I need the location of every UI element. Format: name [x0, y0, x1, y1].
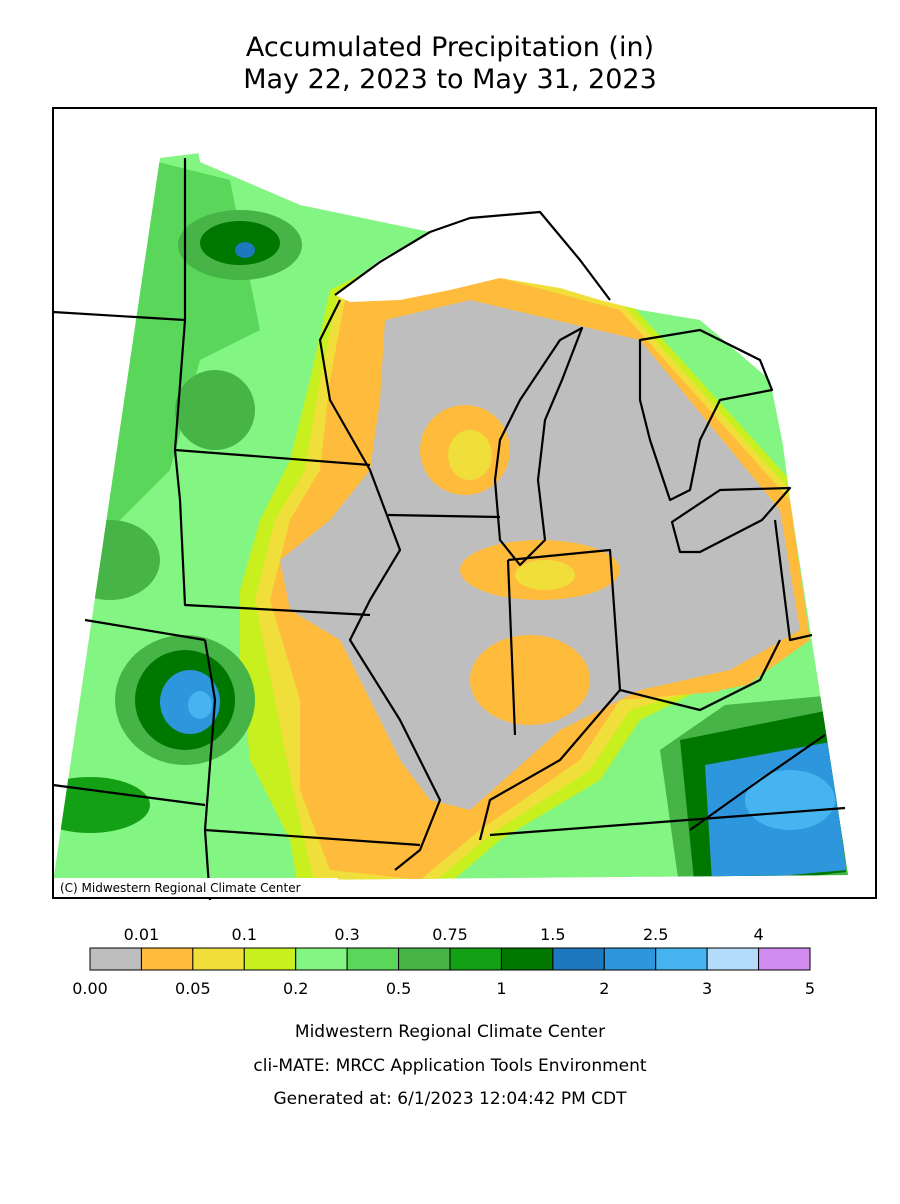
field-darkgreen: [200, 221, 280, 265]
legend-swatch: [243, 947, 297, 971]
border: [507, 548, 622, 691]
legend-label: 3: [702, 979, 712, 998]
field-green: [53, 777, 150, 833]
lake-huron: [638, 328, 774, 502]
border: [689, 734, 826, 831]
legend-swatch: [603, 947, 657, 971]
legend: 0.01 0.1 0.3 0.75 1.5 2.5 4 0.00 0.05 0.2 0.5 1 2 3 5: [72, 925, 815, 998]
ohio-river: [478, 639, 781, 841]
legend-label: 0.00: [72, 979, 108, 998]
legend-label: 0.5: [386, 979, 411, 998]
boundaries: [52, 158, 846, 901]
legend-swatch: [500, 947, 554, 971]
copyright-bg: [54, 878, 338, 897]
superior-shore: [334, 210, 611, 301]
field-yellow: [448, 430, 492, 480]
subtitle: May 22, 2023 to May 31, 2023: [243, 64, 657, 95]
field-yellow: [515, 560, 575, 590]
border: [84, 618, 206, 642]
legend-label: 4: [753, 925, 763, 944]
border: [178, 499, 371, 617]
legend-label: 0.3: [334, 925, 359, 944]
border: [52, 783, 206, 807]
legend-swatch: [758, 947, 811, 971]
legend-swatch: [398, 947, 451, 971]
legend-swatch: [295, 947, 348, 971]
lake-erie: [670, 486, 792, 554]
copyright: (C) Midwestern Regional Climate Center: [60, 881, 301, 895]
legend-swatch: [706, 947, 760, 971]
legend-label: 2: [599, 979, 609, 998]
legend-label: 5: [805, 979, 815, 998]
legend-swatch: [192, 947, 245, 971]
legend-label: 1: [496, 979, 506, 998]
title: Accumulated Precipitation (in): [246, 32, 654, 63]
field-orange: [470, 635, 590, 725]
border: [203, 639, 217, 901]
legend-swatch: [89, 947, 142, 971]
mississippi: [318, 299, 442, 871]
legend-label: 0.01: [124, 925, 160, 944]
legend-label: 0.05: [175, 979, 211, 998]
footer-line: Midwestern Regional Climate Center: [295, 1022, 605, 1042]
legend-swatch: [655, 947, 708, 971]
field-green: [175, 370, 255, 450]
border: [173, 158, 187, 501]
border: [52, 310, 186, 322]
legend-label: 0.2: [283, 979, 308, 998]
legend-swatch: [346, 947, 400, 971]
legend-swatch: [449, 947, 502, 971]
legend-swatch: [140, 947, 194, 971]
canada-and-superior: [190, 108, 876, 500]
lake-michigan: [493, 326, 584, 567]
border: [773, 519, 813, 642]
border: [174, 448, 371, 467]
legend-label: 0.1: [232, 925, 257, 944]
field-lightblue: [188, 691, 212, 719]
legend-swatch: [552, 947, 605, 971]
field-lightblue: [745, 770, 835, 830]
border: [387, 513, 501, 519]
legend-label: 0.75: [432, 925, 468, 944]
field-green: [60, 520, 160, 600]
border: [506, 559, 517, 736]
border: [204, 828, 421, 847]
footer-line: cli-MATE: MRCC Application Tools Environ…: [253, 1056, 646, 1076]
legend-label: 1.5: [540, 925, 565, 944]
map-frame: [52, 107, 877, 899]
legend-label: 2.5: [643, 925, 668, 944]
border: [489, 806, 846, 837]
field-blue: [235, 242, 255, 258]
footer-line: Generated at: 6/1/2023 12:04:42 PM CDT: [274, 1089, 628, 1109]
